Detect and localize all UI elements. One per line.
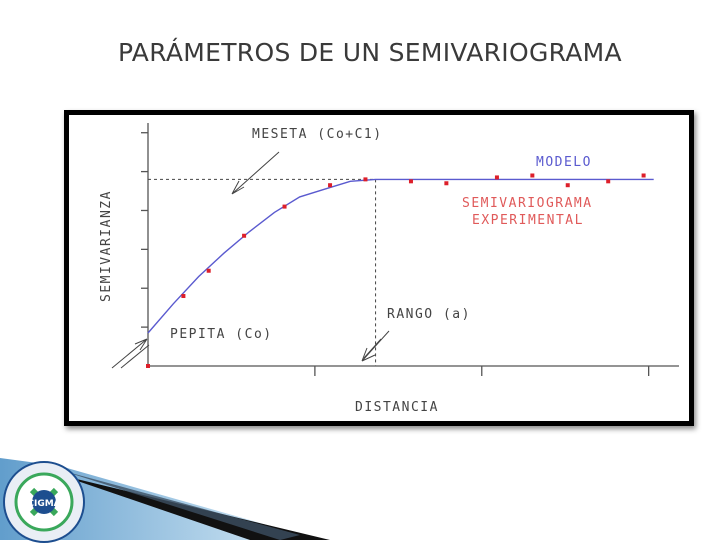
experimental-point (328, 183, 333, 188)
model-label: MODELO (536, 155, 592, 170)
x-axis-ticks (314, 366, 650, 376)
nugget-label: PEPITA (Co) (170, 327, 273, 342)
experimental-point (363, 177, 368, 182)
experimental-point (494, 175, 499, 180)
experimental-point (606, 179, 611, 184)
corner-mid-wedge (60, 470, 300, 540)
experimental-label-line2: EXPERIMENTAL (472, 213, 584, 228)
experimental-point (565, 183, 570, 188)
annotation-arrows (111, 151, 390, 369)
nugget-arrow-2 (120, 344, 150, 369)
experimental-point (206, 268, 211, 273)
slide-title: PARÁMETROS DE UN SEMIVARIOGRAMA (118, 38, 622, 67)
axes (147, 123, 679, 367)
diagram-frame: MESETA (Co+C1) MODELO SEMIVARIOGRAMA EXP… (64, 110, 694, 426)
x-axis-label: DISTANCIA (355, 400, 439, 415)
cigma-logo: CIGMA (3, 461, 85, 543)
range-label: RANGO (a) (387, 307, 471, 322)
experimental-point (282, 204, 287, 209)
experimental-point (641, 173, 646, 178)
range-arrow (361, 330, 390, 362)
nugget-arrow (111, 338, 148, 369)
experimental-point (408, 179, 413, 184)
logo-text: CIGMA (27, 499, 60, 509)
experimental-point (181, 294, 186, 299)
experimental-point (242, 233, 247, 238)
experimental-point (530, 173, 535, 178)
model-curve (147, 178, 654, 334)
experimental-point (444, 181, 449, 186)
experimental-points (146, 173, 646, 368)
y-axis-ticks (141, 132, 148, 328)
sill-arrow (231, 151, 280, 195)
range-arrow-2 (363, 338, 382, 359)
semivariogram-diagram: MESETA (Co+C1) MODELO SEMIVARIOGRAMA EXP… (69, 115, 689, 421)
y-axis-label: SEMIVARIANZA (99, 190, 114, 302)
semivariogram-svg: MESETA (Co+C1) MODELO SEMIVARIOGRAMA EXP… (99, 123, 679, 415)
experimental-point (146, 364, 150, 368)
experimental-label-line1: SEMIVARIOGRAMA (462, 196, 593, 211)
sill-label: MESETA (Co+C1) (252, 127, 383, 142)
